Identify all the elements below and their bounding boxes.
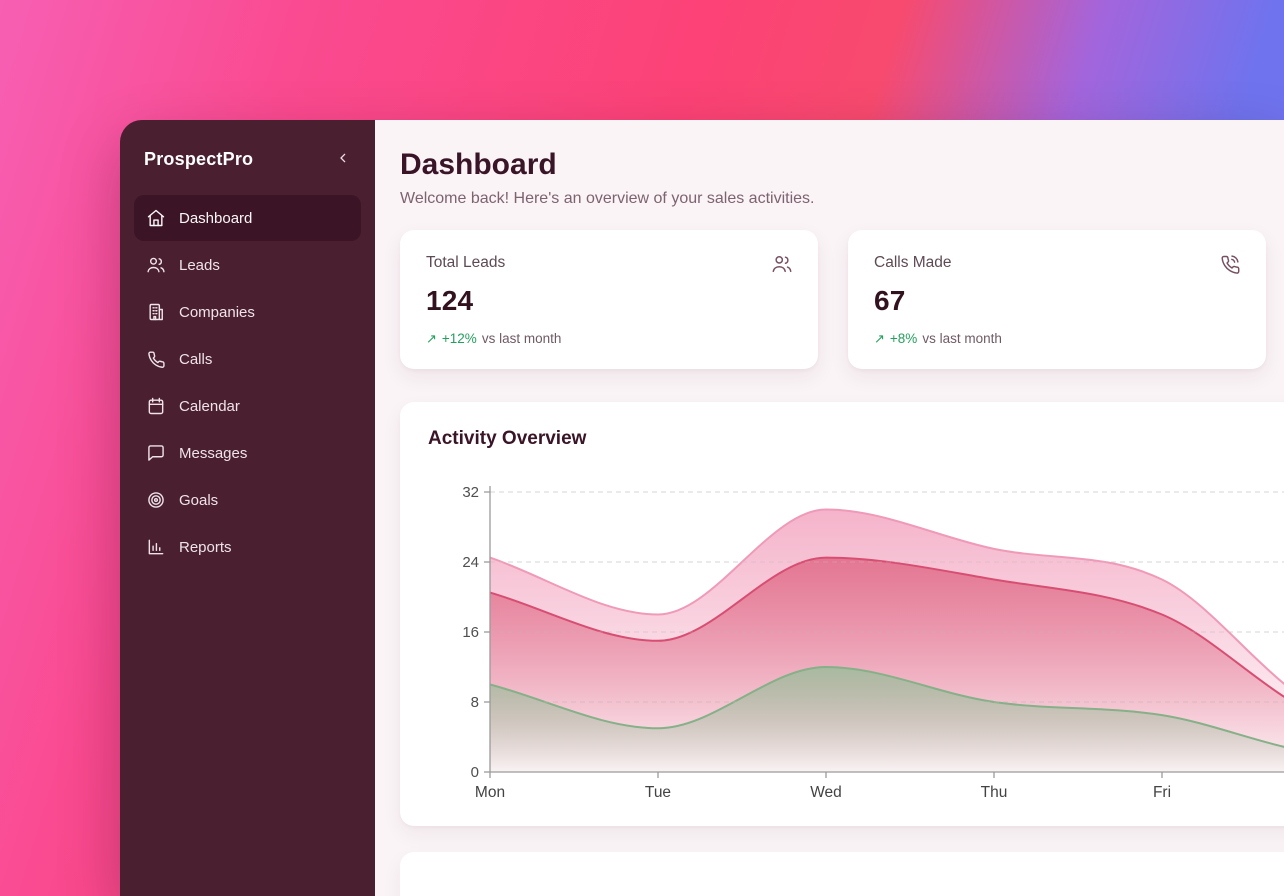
sidebar-item-label: Calendar bbox=[179, 397, 240, 415]
x-axis-tick-label: Mon bbox=[475, 784, 505, 801]
chart-title: Activity Overview bbox=[428, 427, 587, 449]
sidebar-item-leads[interactable]: Leads bbox=[134, 242, 361, 288]
activity-area-chart: 08162432MonTueWedThuFriSatSun bbox=[462, 484, 1284, 801]
partial-card bbox=[400, 851, 1284, 896]
trend-up-arrow-icon: ↗ bbox=[874, 330, 885, 346]
message-square-icon bbox=[146, 443, 166, 463]
line-middle-rose-band bbox=[489, 556, 1284, 698]
sidebar-item-label: Messages bbox=[179, 444, 248, 462]
app-window: ProspectPro Dashboard Leads Companies Calls… bbox=[120, 120, 1284, 896]
phone-call-icon bbox=[1219, 253, 1241, 275]
sidebar-item-messages[interactable]: Messages bbox=[134, 430, 361, 476]
activity-overview-card: Activity Overview 0 8 16 24 32 Mon Tue Wed Thu Fr… bbox=[400, 401, 1284, 826]
stats-row: Total Leads 124 ↗ +12% vs last month Calls Ma… bbox=[400, 229, 1284, 369]
sidebar-item-reports[interactable]: Reports bbox=[134, 524, 361, 570]
main-area: Dashboard Welcome back! Here's an overvi… bbox=[375, 120, 1284, 896]
sidebar-collapse-button[interactable] bbox=[333, 148, 353, 171]
sidebar-item-label: Calls bbox=[179, 350, 213, 368]
y-axis-tick-label: 16 bbox=[462, 624, 479, 641]
calendar-icon bbox=[146, 396, 166, 416]
sidebar-item-label: Goals bbox=[179, 491, 219, 509]
sidebar-item-goals[interactable]: Goals bbox=[134, 477, 361, 523]
users-icon bbox=[771, 253, 793, 275]
x-axis-tick-label: Tue bbox=[645, 784, 671, 801]
phone-icon bbox=[146, 349, 166, 369]
page-subtitle: Welcome back! Here's an overview of your… bbox=[400, 189, 815, 207]
building-icon bbox=[146, 302, 166, 322]
line-outer-pink-band bbox=[489, 507, 1284, 685]
stat-card-calls-made: Calls Made 67 ↗ +8% vs last month bbox=[848, 229, 1266, 369]
sidebar-item-label: Dashboard bbox=[179, 209, 253, 227]
chart-area: 08162432MonTueWedThuFriSatSun bbox=[430, 472, 1284, 817]
sidebar-item-label: Companies bbox=[179, 303, 255, 321]
home-icon bbox=[146, 208, 166, 228]
brand-logo: ProspectPro bbox=[144, 149, 254, 169]
stat-card-value: 67 bbox=[874, 284, 906, 316]
y-axis-tick-label: 0 bbox=[471, 764, 479, 781]
y-axis-tick-label: 24 bbox=[462, 554, 479, 571]
trend-percent: +12% bbox=[441, 331, 477, 346]
sidebar-item-calls[interactable]: Calls bbox=[134, 336, 361, 382]
stat-card-value: 124 bbox=[426, 284, 474, 316]
sidebar-item-dashboard[interactable]: Dashboard bbox=[134, 195, 361, 241]
sidebar-header: ProspectPro bbox=[120, 120, 375, 171]
target-icon bbox=[146, 490, 166, 510]
sidebar: ProspectPro Dashboard Leads Companies Calls… bbox=[120, 120, 375, 896]
sidebar-nav: Dashboard Leads Companies Calls Calendar Mess… bbox=[120, 195, 375, 570]
stat-card-trend: ↗ +8% vs last month bbox=[874, 331, 1240, 347]
users-icon bbox=[146, 255, 166, 275]
sidebar-item-label: Leads bbox=[179, 256, 220, 274]
trend-caption: vs last month bbox=[481, 331, 562, 346]
sidebar-item-calendar[interactable]: Calendar bbox=[134, 383, 361, 429]
y-axis-tick-label: 8 bbox=[471, 694, 479, 711]
trend-caption: vs last month bbox=[922, 331, 1002, 346]
sidebar-item-companies[interactable]: Companies bbox=[134, 289, 361, 335]
line-inner-green-band bbox=[489, 665, 1284, 748]
chevron-left-icon bbox=[335, 150, 351, 169]
page-title: Dashboard bbox=[400, 148, 557, 181]
area-inner-green-band bbox=[490, 666, 1284, 772]
main-content: Dashboard Welcome back! Here's an overvi… bbox=[375, 120, 1284, 896]
trend-percent: +8% bbox=[889, 331, 918, 346]
y-axis-tick-label: 32 bbox=[462, 484, 479, 501]
stat-card-label: Total Leads bbox=[426, 253, 506, 271]
x-axis-tick-label: Thu bbox=[981, 784, 1008, 801]
stat-card-trend: ↗ +12% vs last month bbox=[426, 331, 792, 347]
x-axis-tick-label: Wed bbox=[810, 784, 842, 801]
stat-card-total-leads: Total Leads 124 ↗ +12% vs last month bbox=[400, 229, 818, 369]
bar-chart-icon bbox=[146, 537, 166, 557]
x-axis-tick-label: Fri bbox=[1153, 784, 1171, 801]
stat-card-label: Calls Made bbox=[874, 253, 952, 271]
sidebar-item-label: Reports bbox=[179, 538, 232, 556]
trend-up-arrow-icon: ↗ bbox=[426, 330, 437, 346]
